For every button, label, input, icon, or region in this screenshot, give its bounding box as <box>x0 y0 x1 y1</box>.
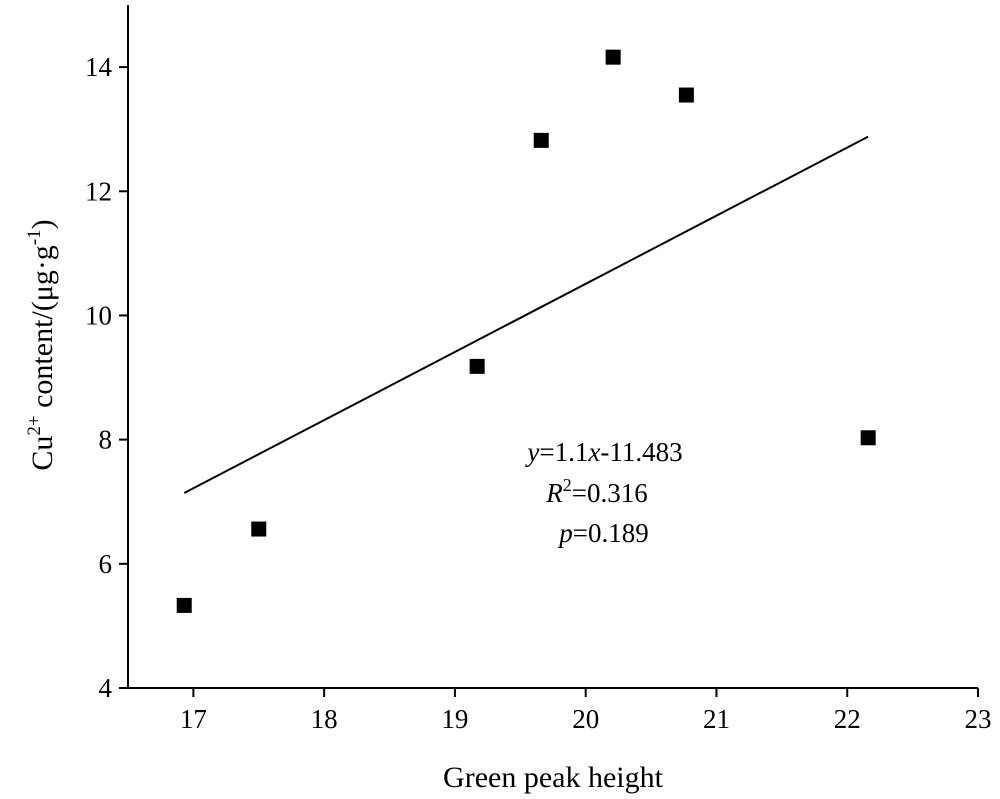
p-value-text: p=0.189 <box>557 518 648 548</box>
equation-text: y=1.1x-11.483 <box>524 437 682 467</box>
data-point <box>860 430 876 446</box>
x-tick-label: 22 <box>834 704 861 734</box>
regression-line <box>183 135 869 494</box>
x-tick-label: 18 <box>311 704 338 734</box>
x-tick-label: 21 <box>703 704 730 734</box>
data-point <box>533 132 549 148</box>
data-point <box>251 521 267 537</box>
r-squared-text: R2=0.316 <box>545 475 647 508</box>
x-tick-label: 19 <box>441 704 468 734</box>
y-axis-title: Cu2+ content/(μg·g-1) <box>24 219 59 470</box>
data-point <box>678 87 694 103</box>
x-tick-label: 20 <box>572 704 599 734</box>
y-tick-label: 6 <box>99 549 113 579</box>
plot-area: 17 18 19 20 21 22 23 4 6 8 10 12 14 <box>85 5 992 734</box>
x-axis-title: Green peak height <box>443 761 664 794</box>
y-tick-label: 14 <box>85 52 113 82</box>
y-ticks: 4 6 8 10 12 14 <box>85 52 128 703</box>
x-tick-label: 17 <box>180 704 207 734</box>
x-ticks: 17 18 19 20 21 22 23 <box>180 688 992 734</box>
y-tick-label: 4 <box>99 673 113 703</box>
data-points <box>176 49 876 613</box>
x-tick-label: 23 <box>965 704 992 734</box>
y-tick-label: 8 <box>99 425 113 455</box>
data-point <box>176 597 192 613</box>
y-tick-label: 10 <box>85 300 112 330</box>
data-point <box>605 49 621 65</box>
regression-annotation: y=1.1x-11.483 R2=0.316 p=0.189 <box>524 437 682 548</box>
data-point <box>469 358 485 374</box>
y-tick-label: 12 <box>85 176 112 206</box>
